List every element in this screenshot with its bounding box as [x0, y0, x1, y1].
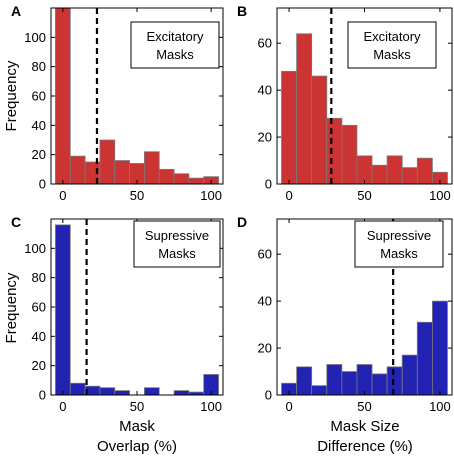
ytick-label-c-80: 80 [32, 270, 46, 285]
xtick-label-c-100: 100 [200, 399, 222, 414]
bar-c-4 [114, 390, 130, 395]
bar-b-0 [281, 70, 298, 184]
bar-b-8 [401, 167, 418, 184]
bar-c-10 [203, 374, 219, 395]
bar-a-8 [173, 173, 190, 184]
xtick-label-d-50: 50 [357, 399, 371, 414]
legend-line1-c: Supressive [145, 228, 209, 243]
bar-c-6 [144, 387, 160, 395]
ytick-label-b-0: 0 [265, 177, 272, 192]
x-axis-label-left-line2: Overlap (%) [97, 438, 177, 455]
x-axis-label-right-line1: Mask Size [330, 418, 399, 435]
bar-d-5 [356, 364, 373, 395]
ytick-label-d-60: 60 [258, 247, 272, 262]
ytick-label-a-80: 80 [32, 59, 46, 74]
xtick-label-c-0: 0 [59, 399, 66, 414]
ytick-label-b-40: 40 [258, 83, 272, 98]
bar-d-2 [311, 385, 328, 395]
xtick-label-a-50: 50 [130, 188, 144, 203]
bar-c-1 [69, 382, 86, 395]
bar-a-1 [69, 155, 86, 184]
ytick-label-a-60: 60 [32, 89, 46, 104]
x-axis-label-left-line1: Mask [119, 418, 155, 435]
bar-c-8 [173, 390, 190, 395]
ytick-label-d-0: 0 [265, 388, 272, 403]
bar-d-6 [371, 373, 388, 395]
bar-d-9 [416, 321, 433, 395]
ytick-label-c-20: 20 [32, 358, 46, 373]
bar-d-8 [401, 354, 418, 395]
panel-label-c: C [11, 214, 21, 230]
legend-box-d [354, 220, 444, 268]
bar-b-5 [356, 155, 373, 184]
bar-c-3 [99, 387, 116, 395]
bar-b-7 [386, 155, 403, 184]
ytick-label-d-20: 20 [258, 341, 272, 356]
legend-line2-a: Masks [156, 47, 194, 62]
panel-label-b: B [237, 3, 247, 19]
ytick-label-c-60: 60 [32, 300, 46, 315]
y-axis-label-bottom: Frequency [3, 272, 20, 343]
xtick-label-c-50: 50 [130, 399, 144, 414]
xtick-label-d-0: 0 [285, 399, 292, 414]
legend-line2-b: Masks [373, 47, 411, 62]
legend-box-b [347, 21, 437, 69]
legend-line2-d: Masks [380, 246, 418, 261]
bar-c-0 [55, 224, 71, 395]
legend-line1-b: Excitatory [363, 29, 421, 44]
ytick-label-a-100: 100 [24, 30, 46, 45]
legend-box-a [130, 21, 220, 69]
bar-b-9 [416, 157, 433, 184]
ytick-label-c-0: 0 [39, 388, 46, 403]
xtick-label-b-50: 50 [357, 188, 371, 203]
bar-d-7 [386, 366, 403, 395]
panel-label-a: A [11, 3, 21, 19]
ytick-label-a-40: 40 [32, 118, 46, 133]
bar-d-3 [326, 364, 343, 395]
bar-b-4 [341, 124, 358, 184]
bar-b-6 [371, 164, 388, 184]
bar-a-3 [99, 139, 116, 184]
xtick-label-b-100: 100 [429, 188, 451, 203]
ytick-label-d-40: 40 [258, 294, 272, 309]
bar-b-1 [296, 33, 313, 184]
legend-line2-c: Masks [158, 246, 196, 261]
bar-d-1 [296, 366, 313, 395]
legend-line1-d: Supressive [367, 228, 431, 243]
xtick-label-b-0: 0 [285, 188, 292, 203]
ytick-label-c-40: 40 [32, 329, 46, 344]
panel-label-d: D [237, 214, 247, 230]
xtick-label-a-100: 100 [200, 188, 222, 203]
xtick-label-a-0: 0 [59, 188, 66, 203]
ytick-label-a-20: 20 [32, 147, 46, 162]
bar-d-4 [341, 371, 358, 395]
bar-a-7 [158, 168, 175, 184]
x-axis-label-right-line2: Difference (%) [317, 438, 413, 455]
bar-b-2 [311, 75, 328, 184]
ytick-label-b-60: 60 [258, 36, 272, 51]
bar-b-3 [326, 117, 343, 184]
bar-a-0 [55, 8, 71, 184]
legend-line1-a: Excitatory [146, 29, 204, 44]
legend-box-c [133, 220, 221, 268]
bar-a-9 [188, 177, 205, 184]
ytick-label-b-20: 20 [258, 130, 272, 145]
bar-a-4 [114, 160, 130, 184]
xtick-label-d-100: 100 [429, 399, 451, 414]
bar-d-10 [431, 300, 448, 395]
ytick-label-a-0: 0 [39, 177, 46, 192]
bar-a-6 [144, 151, 160, 184]
ytick-label-c-100: 100 [24, 241, 46, 256]
y-axis-label-top: Frequency [3, 60, 20, 131]
